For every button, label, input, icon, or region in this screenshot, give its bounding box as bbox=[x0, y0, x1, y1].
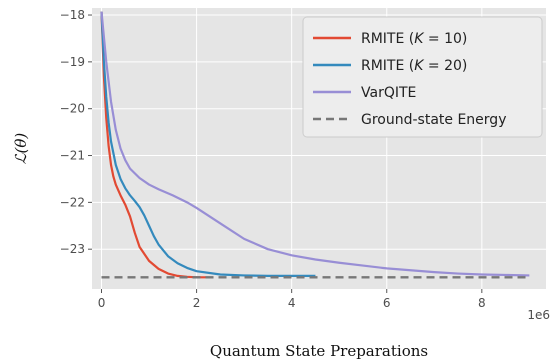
legend-items: RMITE (K = 10) RMITE (K = 20) VarQITE Groun… bbox=[313, 31, 506, 128]
x-tick-label: 0 bbox=[98, 296, 106, 310]
tick-labels: 0 2 4 6 8 −23 −22 −21 −20 −19 −18 bbox=[60, 8, 486, 310]
x-tick-label: 6 bbox=[383, 296, 391, 310]
y-tick-label: −23 bbox=[60, 242, 85, 256]
y-tick-label: −20 bbox=[60, 102, 85, 116]
legend-label: Ground-state Energy bbox=[361, 112, 506, 128]
legend: RMITE (K = 10) RMITE (K = 20) VarQITE Groun… bbox=[302, 16, 543, 138]
legend-label: RMITE (K = 20) bbox=[361, 58, 467, 74]
y-tick-label: −19 bbox=[60, 55, 85, 69]
series-line-1 bbox=[100, 11, 316, 277]
x-tick-label: 2 bbox=[193, 296, 201, 310]
series-line-0 bbox=[100, 11, 207, 279]
y-tick-label: −18 bbox=[60, 8, 85, 22]
y-tick-label: −21 bbox=[60, 149, 85, 163]
x-tick-label: 8 bbox=[478, 296, 486, 310]
series-line-2 bbox=[100, 11, 530, 277]
legend-box bbox=[302, 16, 543, 138]
y-tick-label: −22 bbox=[60, 195, 85, 209]
x-axis-label: Quantum State Preparations bbox=[210, 342, 428, 360]
series-layer bbox=[100, 11, 530, 279]
legend-label: VarQITE bbox=[361, 85, 416, 101]
legend-label: RMITE (K = 10) bbox=[361, 31, 467, 47]
x-tick-label: 4 bbox=[288, 296, 296, 310]
x-axis-offset-label: 1e6 bbox=[527, 308, 550, 322]
y-axis-label: ℒ(θ) bbox=[12, 133, 30, 165]
